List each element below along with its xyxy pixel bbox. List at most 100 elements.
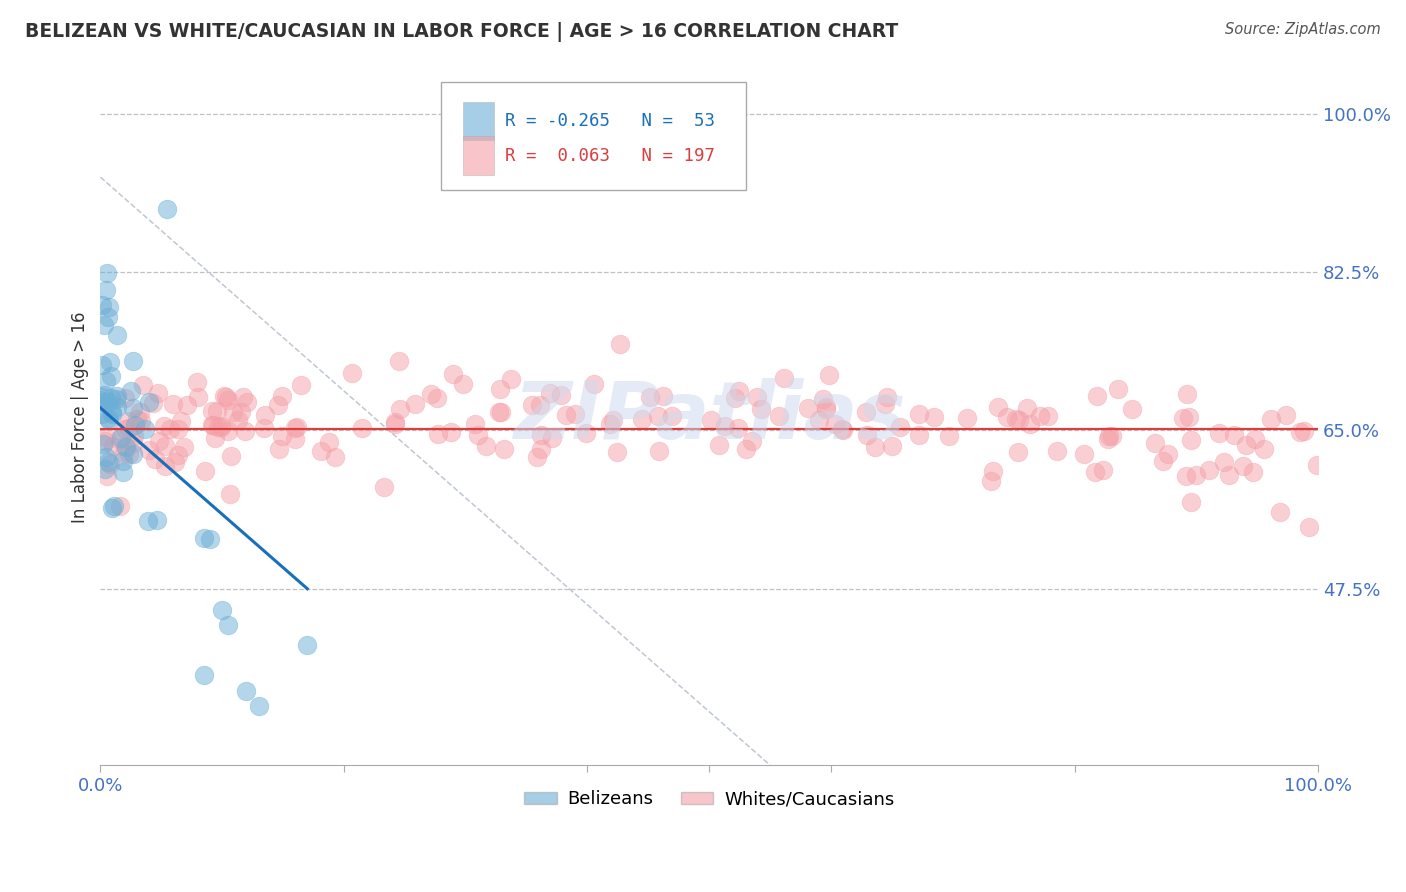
Point: [1223, 428, 1246, 442]
FancyBboxPatch shape: [441, 82, 745, 190]
Point: [156, 202, 179, 216]
Point: [489, 405, 512, 419]
Point: [94, 434, 117, 449]
Text: Source: ZipAtlas.com: Source: ZipAtlas.com: [1225, 22, 1381, 37]
Point: [980, 474, 1002, 488]
Point: [1212, 455, 1234, 469]
Point: [90, 358, 112, 372]
Point: [198, 533, 221, 547]
Point: [170, 414, 193, 428]
Point: [100, 369, 122, 384]
Point: [388, 353, 411, 368]
Point: [709, 438, 731, 452]
Text: R =  0.063   N = 197: R = 0.063 N = 197: [505, 146, 714, 165]
Point: [134, 422, 156, 436]
Point: [1007, 445, 1029, 459]
Point: [1241, 466, 1264, 480]
Point: [114, 439, 136, 453]
Bar: [463, 136, 494, 175]
Point: [122, 429, 145, 443]
Point: [114, 422, 136, 436]
Point: [111, 454, 134, 468]
Point: [122, 436, 145, 450]
Point: [176, 398, 198, 412]
Point: [1005, 412, 1028, 426]
Point: [488, 382, 510, 396]
Point: [1268, 505, 1291, 519]
Point: [741, 434, 763, 448]
Point: [204, 431, 226, 445]
Point: [1260, 411, 1282, 425]
Point: [1275, 408, 1298, 422]
Point: [873, 397, 896, 411]
Point: [201, 417, 224, 432]
Point: [1198, 463, 1220, 477]
Point: [1175, 386, 1198, 401]
Point: [529, 398, 551, 412]
Point: [1185, 467, 1208, 482]
Point: [101, 500, 124, 515]
Point: [876, 391, 898, 405]
Point: [222, 405, 245, 419]
Point: [153, 459, 176, 474]
Point: [648, 444, 671, 458]
Point: [111, 466, 134, 480]
Point: [745, 391, 768, 405]
Point: [138, 395, 160, 409]
Point: [145, 513, 167, 527]
Point: [1180, 434, 1202, 448]
Point: [808, 413, 831, 427]
Point: [202, 417, 225, 432]
Text: ZIPatlias: ZIPatlias: [513, 378, 905, 456]
Point: [148, 434, 170, 449]
Point: [91, 408, 114, 422]
Point: [110, 431, 132, 445]
Point: [1178, 409, 1201, 424]
Point: [1029, 409, 1052, 423]
Point: [194, 464, 217, 478]
Point: [93, 387, 115, 401]
Point: [132, 377, 155, 392]
Point: [138, 443, 160, 458]
Point: [105, 400, 128, 414]
Point: [93, 318, 115, 332]
Point: [520, 398, 543, 412]
Point: [1084, 465, 1107, 479]
Point: [247, 699, 270, 714]
Point: [94, 462, 117, 476]
Point: [492, 442, 515, 457]
Point: [602, 413, 624, 427]
Point: [1244, 432, 1267, 446]
Point: [340, 366, 363, 380]
Point: [1232, 459, 1254, 474]
Point: [323, 450, 346, 464]
Point: [564, 407, 586, 421]
Point: [200, 404, 222, 418]
Point: [815, 401, 838, 415]
Point: [661, 409, 683, 424]
Point: [117, 447, 139, 461]
Point: [219, 449, 242, 463]
Point: [226, 413, 249, 427]
Point: [464, 417, 486, 431]
Point: [631, 412, 654, 426]
Point: [159, 422, 181, 436]
Point: [813, 392, 835, 406]
Point: [94, 450, 117, 465]
Point: [236, 395, 259, 409]
Point: [606, 445, 628, 459]
Point: [1121, 402, 1143, 417]
Point: [122, 401, 145, 415]
Point: [97, 455, 120, 469]
Point: [987, 400, 1010, 414]
Point: [94, 430, 117, 444]
Point: [824, 417, 846, 431]
Point: [880, 439, 903, 453]
Point: [211, 603, 233, 617]
Point: [118, 420, 141, 434]
Point: [1289, 425, 1312, 440]
Point: [186, 390, 208, 404]
Point: [166, 422, 188, 436]
Point: [420, 387, 443, 401]
Point: [488, 405, 510, 419]
